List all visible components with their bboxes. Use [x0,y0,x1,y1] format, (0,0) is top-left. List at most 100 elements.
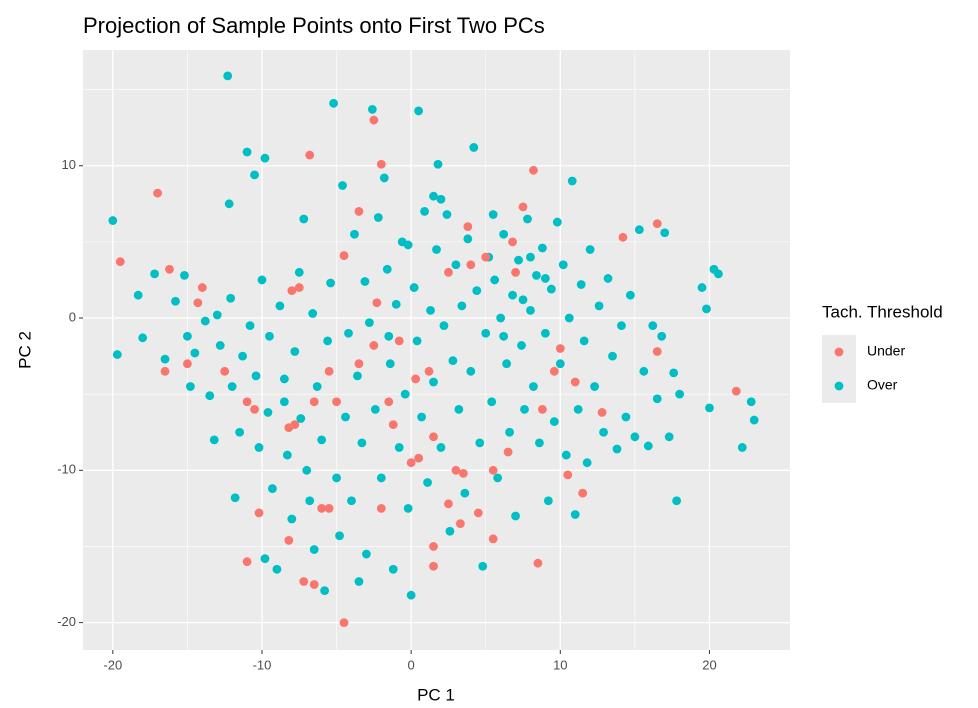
y-tick-label: -10 [57,462,76,477]
data-point [308,309,318,318]
data-point [617,321,626,331]
data-point [538,243,547,253]
data-point [429,432,438,442]
data-point [652,347,662,356]
data-point [657,331,667,341]
data-point [254,443,264,452]
data-point [250,404,259,414]
data-point [364,318,374,327]
data-point [382,264,392,274]
data-point [403,503,413,513]
data-point [250,170,259,180]
plot-panel [83,50,790,650]
data-point [493,473,503,483]
data-point [379,173,389,183]
data-point [487,397,497,407]
data-point [523,214,532,224]
data-point [585,245,595,254]
x-axis-title: PC 1 [417,685,455,704]
x-tick-label: -10 [253,657,272,672]
data-point [165,264,174,274]
data-point [112,350,122,359]
data-point [339,618,349,627]
data-point [309,397,319,407]
data-point [488,534,498,544]
data-point [160,366,170,376]
x-tick-label: 20 [702,657,716,672]
data-point [697,283,707,292]
data-point [133,290,143,300]
data-point [394,443,404,452]
data-point [411,374,421,384]
data-point [466,260,476,270]
data-point [284,535,294,545]
y-tick-label: 0 [69,309,76,324]
data-point [205,391,215,401]
data-point [570,510,580,519]
data-point [746,397,756,407]
data-point [287,286,297,296]
data-point [475,438,485,448]
data-point [481,252,491,262]
point-group [115,115,741,627]
data-point [460,488,470,498]
data-point [508,290,517,300]
data-point [499,229,509,239]
data-point [353,371,362,381]
data-point [183,331,192,341]
data-point [420,207,429,216]
data-point [466,366,476,376]
data-point [238,351,247,361]
data-point [558,260,568,270]
data-point [429,377,438,387]
data-point [305,150,315,160]
chart-title: Projection of Sample Points onto First T… [83,13,545,38]
data-point [220,366,230,376]
data-point [749,415,759,425]
data-point [424,366,434,376]
data-point [290,347,300,356]
data-point [115,257,125,267]
data-point [150,269,159,279]
data-point [263,408,273,417]
data-point [582,458,592,468]
data-point [549,417,559,426]
data-point [540,328,550,338]
x-tick-label: 0 [408,657,415,672]
data-point [373,213,383,222]
data-point [341,412,350,422]
data-point [442,210,452,219]
data-point [529,382,538,391]
data-point [299,577,309,586]
data-point [481,328,491,338]
data-point [526,252,535,262]
data-point [714,269,723,279]
data-point [538,404,547,414]
data-point [672,496,682,506]
data-point [223,71,233,81]
data-point [436,194,446,204]
data-point [535,438,544,448]
data-point [412,336,422,346]
x-tick-label: -20 [103,657,122,672]
data-point [426,306,435,315]
data-point [299,214,309,224]
data-point [400,389,410,399]
data-point [294,267,304,277]
data-point [499,331,509,341]
data-point [376,503,386,513]
data-point [257,275,267,285]
x-tick-label: 10 [553,657,567,672]
data-point [296,414,306,423]
data-point [576,280,586,289]
data-point [284,423,294,433]
data-point [215,341,225,350]
data-point [338,181,347,190]
data-point [590,382,600,391]
data-point [496,313,506,323]
data-point [193,298,203,308]
data-point [444,499,453,509]
data-point [409,283,419,292]
data-point [294,283,304,292]
